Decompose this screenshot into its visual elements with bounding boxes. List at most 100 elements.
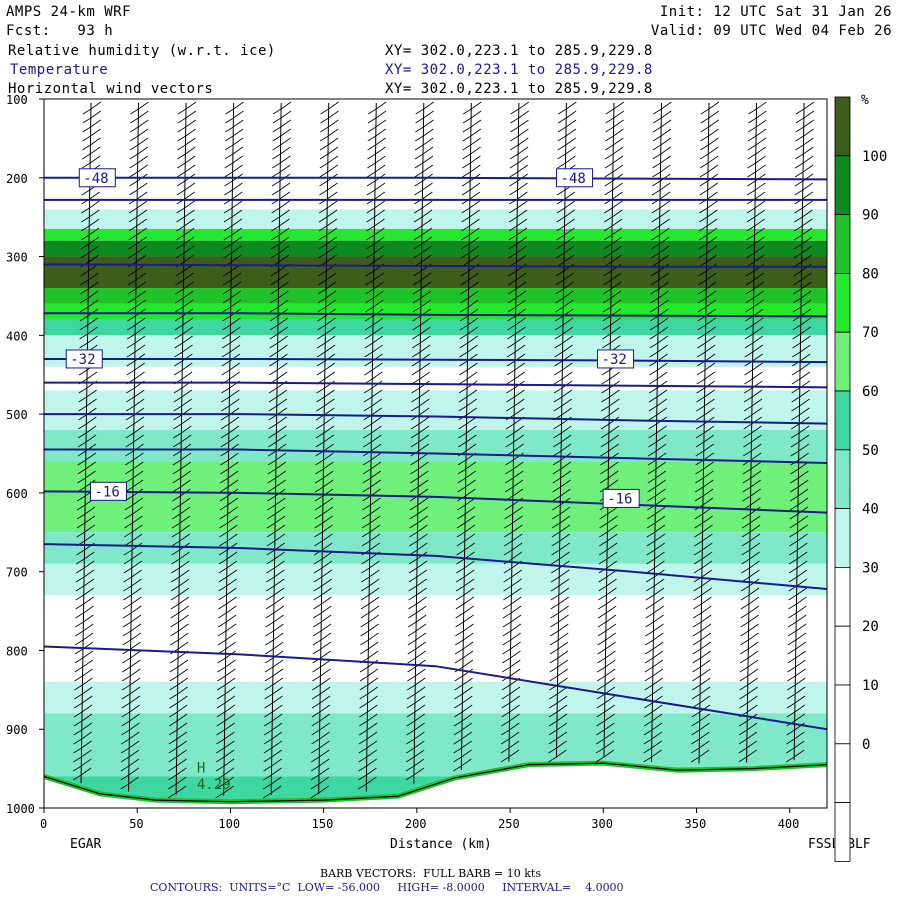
wind-barb-flag <box>644 686 663 700</box>
wind-barb-flag <box>121 713 140 727</box>
wind-barb-flag <box>460 245 480 259</box>
y-tick-label: 100 <box>6 93 28 107</box>
wind-barb-flag <box>456 542 475 556</box>
wind-barb-flag <box>745 290 764 304</box>
wind-barb-flag <box>124 506 143 520</box>
wind-barb-flag <box>128 209 148 223</box>
wind-barb-flag <box>73 722 93 736</box>
wind-barb-flag <box>650 290 669 304</box>
wind-barb-flag <box>455 614 474 628</box>
wind-barb-flag <box>792 317 811 331</box>
wind-barb-flag <box>219 524 238 538</box>
colorbar-swatch <box>834 272 851 333</box>
wind-barb-flag <box>696 362 716 376</box>
wind-barb-flag <box>647 506 666 520</box>
wind-barb-flag <box>652 155 671 169</box>
wind-barb-flag <box>508 245 527 259</box>
wind-barb-column <box>500 101 530 763</box>
wind-barb-flag <box>699 164 719 178</box>
wind-barb-flag <box>175 245 195 259</box>
wind-barb-flag <box>122 659 141 673</box>
wind-barb-flag <box>692 668 711 682</box>
wind-barb-flag <box>746 209 766 223</box>
wind-barb-flag <box>168 758 187 772</box>
wind-barb-flag <box>413 236 432 250</box>
wind-barb-flag <box>176 218 195 232</box>
wind-barb-flag <box>746 245 765 259</box>
wind-barb-flag <box>315 434 335 448</box>
wind-barb-flag <box>462 137 481 151</box>
wind-barb-staff <box>365 102 377 792</box>
wind-barb-flag <box>604 146 624 160</box>
wind-barb-flag <box>460 299 479 313</box>
wind-barb-flag <box>645 605 664 619</box>
wind-barb-flag <box>129 182 148 196</box>
wind-barb-flag <box>597 632 616 646</box>
wind-barb-flag <box>792 290 812 304</box>
wind-barb-flag <box>456 524 476 538</box>
wind-barb-flag <box>360 596 380 610</box>
wind-barb-flag <box>266 524 286 538</box>
wind-barb-flag <box>603 236 623 250</box>
wind-barb-flag <box>557 137 576 151</box>
wind-barb-flag <box>125 416 145 430</box>
wind-barb-flag <box>79 335 98 349</box>
wind-barb-flag <box>458 371 478 385</box>
wind-barb-flag <box>461 236 480 250</box>
wind-barb-flag <box>598 542 618 556</box>
wind-barb-flag <box>506 362 526 376</box>
wind-barb-flag <box>311 713 330 727</box>
wind-barb-flag <box>503 569 522 583</box>
wind-barb-flag <box>171 533 190 547</box>
wind-barb-flag <box>600 452 619 466</box>
wind-barb-flag <box>549 695 568 709</box>
wind-barb-flag <box>265 623 284 637</box>
wind-barb-flag <box>509 182 528 196</box>
wind-barb-flag <box>130 101 149 115</box>
wind-barb-flag <box>266 515 286 529</box>
wind-barb-flag <box>698 227 718 241</box>
wind-barb-flag <box>172 452 192 466</box>
wind-barb-flag <box>700 119 719 133</box>
wind-barb-flag <box>645 578 665 592</box>
wind-barb-flag <box>653 110 672 124</box>
wind-barb-flag <box>789 533 808 547</box>
wind-barb-flag <box>693 551 713 565</box>
wind-barb-flag <box>605 128 624 142</box>
wind-barb-flag <box>743 407 763 421</box>
forecast-hour: Fcst: 93 h <box>6 23 114 39</box>
isotherm-label: -32 <box>70 352 95 368</box>
wind-barb-flag <box>604 173 623 187</box>
wind-barb-flag <box>549 632 569 646</box>
wind-barb-flag <box>267 479 286 493</box>
wind-barb-flag <box>271 200 290 214</box>
wind-barb-flag <box>646 551 665 565</box>
wind-barb-flag <box>415 110 434 124</box>
wind-barb-flag <box>596 677 616 691</box>
wind-barb-flag <box>80 245 100 259</box>
wind-barb-flag <box>651 182 671 196</box>
colorbar-swatch <box>834 684 851 745</box>
wind-barb-flag <box>363 389 383 403</box>
wind-barb-flag <box>645 632 664 646</box>
wind-barb-flag <box>647 470 667 484</box>
wind-barb-flag <box>742 470 762 484</box>
surface-annotation: H <box>197 761 205 777</box>
wind-barb-flag <box>602 281 622 295</box>
wind-barb-flag <box>786 740 805 754</box>
wind-barb-flag <box>747 155 766 169</box>
wind-barb-flag <box>73 731 92 745</box>
wind-barb-flag <box>130 110 149 124</box>
wind-barb-flag <box>313 569 333 583</box>
wind-barb-flag <box>550 623 569 637</box>
wind-barb-flag <box>693 587 712 601</box>
wind-barb-flag <box>129 128 149 142</box>
wind-barb-flag <box>219 497 239 511</box>
wind-barb-flag <box>503 587 522 601</box>
wind-barb-flag <box>409 506 428 520</box>
wind-barb-flag <box>643 749 662 763</box>
wind-barb-flag <box>265 641 284 655</box>
wind-barb-flag <box>74 632 94 646</box>
wind-barb-flag <box>314 506 333 520</box>
wind-barb-flag <box>599 506 618 520</box>
